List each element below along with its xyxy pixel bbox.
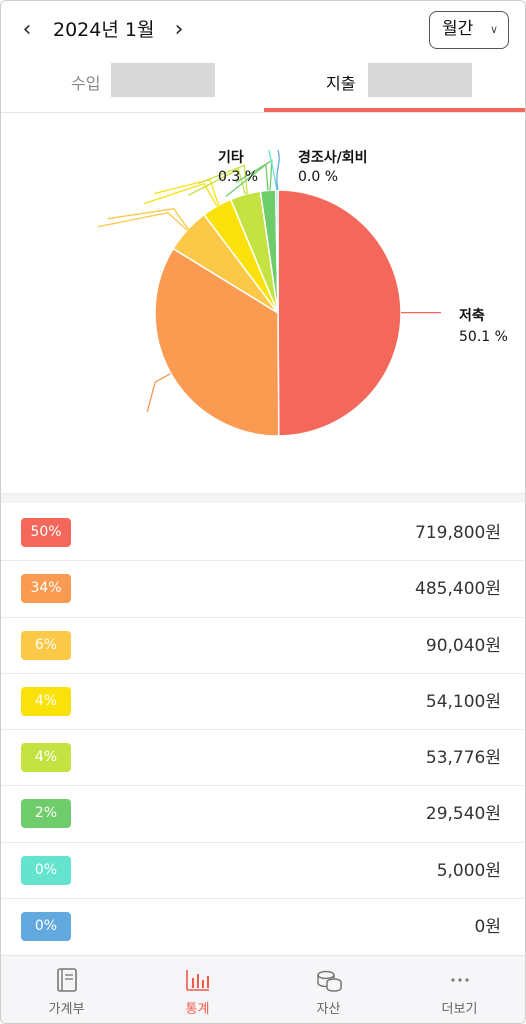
bnav-assets-label: 자산	[316, 1002, 341, 1017]
list-item[interactable]: 0% 0원	[1, 899, 525, 955]
bar-chart-icon	[185, 970, 209, 991]
amount-value: 53,776원	[425, 748, 501, 769]
type-tabs: 수입 지출	[1, 61, 525, 113]
leader-line	[97, 211, 188, 231]
bnav-stats-label: 통계	[185, 1002, 210, 1017]
pie-label: 0.0 %	[298, 169, 338, 185]
amount-value: 485,400원	[415, 579, 501, 600]
bnav-assets[interactable]: 자산	[263, 956, 394, 1023]
leader-line	[107, 207, 190, 231]
amount-value: 90,040원	[425, 635, 501, 656]
pie-slice[interactable]	[154, 247, 280, 437]
list-item[interactable]: 50% 719,800원	[1, 505, 525, 562]
pie-label: 경조사/회비	[298, 149, 368, 166]
leader-line	[276, 149, 280, 191]
tab-expense[interactable]: 지출	[264, 61, 525, 113]
chevron-left-icon[interactable]: ‹	[22, 17, 32, 42]
chevron-right-icon[interactable]: ›	[174, 17, 184, 42]
chevron-down-icon: ∨	[489, 23, 498, 36]
list-item[interactable]: 0% 5,000원	[1, 843, 525, 900]
pie-chart-area: 저축 50.1 % 기타 0.3 % 경조사/회비 0.0 %	[1, 113, 525, 493]
tab-income[interactable]: 수입	[1, 61, 264, 113]
list-item[interactable]: 4% 54,100원	[1, 674, 525, 731]
percent-badge: 34%	[21, 574, 71, 604]
pie-label: 50.1 %	[459, 329, 508, 345]
percent-badge: 0%	[21, 855, 71, 885]
amount-value: 719,800원	[415, 523, 501, 543]
bnav-ledger-label: 가계부	[48, 1002, 85, 1017]
leader-line	[268, 149, 278, 191]
pie-label: 저축	[459, 308, 485, 324]
tab-expense-label: 지출	[326, 74, 356, 93]
pie-chart: 저축 50.1 % 기타 0.3 % 경조사/회비 0.0 %	[97, 149, 508, 437]
active-tab-indicator	[264, 108, 525, 112]
book-icon	[56, 968, 77, 992]
percent-badge: 0%	[21, 912, 71, 942]
period-select-value: 월간	[442, 19, 474, 39]
leader-line	[235, 159, 273, 191]
pie-slice[interactable]	[277, 189, 402, 437]
header: ‹ 2024년 1월 › 월간 ∨	[1, 1, 525, 61]
amount-value: 0원	[474, 917, 501, 938]
list-item[interactable]: 34% 485,400원	[1, 561, 525, 618]
list-item[interactable]: 6% 90,040원	[1, 618, 525, 674]
leader-line	[146, 372, 172, 413]
pie-label: 기타	[218, 150, 244, 166]
leader-line	[188, 168, 246, 196]
bnav-more[interactable]: 더보기	[394, 956, 525, 1023]
bnav-more-label: 더보기	[441, 1002, 478, 1017]
period-select[interactable]: 월간 ∨	[429, 11, 509, 49]
bottom-nav: 가계부 통계 자산	[1, 955, 525, 1023]
month-title[interactable]: 2024년 1월	[53, 19, 155, 41]
percent-badge: 50%	[21, 518, 71, 547]
list-item[interactable]: 2% 29,540원	[1, 786, 525, 843]
list-item[interactable]: 4% 53,776원	[1, 730, 525, 787]
percent-badge: 4%	[21, 743, 71, 773]
tab-income-amount-redacted	[111, 63, 215, 97]
percent-badge: 2%	[21, 799, 71, 829]
pie-label: 0.3 %	[218, 169, 258, 185]
amount-value: 54,100원	[425, 691, 501, 712]
bnav-ledger[interactable]: 가계부	[1, 956, 132, 1023]
leader-line	[153, 178, 220, 207]
percent-badge: 6%	[21, 630, 71, 660]
category-list: 50% 719,800원 34% 485,400원 6% 90,040원 4% 54,100원…	[1, 505, 525, 955]
tab-income-label: 수입	[71, 74, 101, 93]
amount-value: 29,540원	[425, 804, 501, 825]
tab-expense-amount-redacted	[368, 63, 472, 97]
leader-line	[143, 182, 218, 207]
amount-value: 5,000원	[436, 860, 501, 881]
bnav-stats[interactable]: 통계	[132, 956, 263, 1023]
leader-line	[198, 164, 248, 195]
more-icon	[450, 978, 469, 982]
coins-icon	[316, 970, 342, 992]
percent-badge: 4%	[21, 686, 71, 716]
section-divider	[1, 493, 525, 503]
